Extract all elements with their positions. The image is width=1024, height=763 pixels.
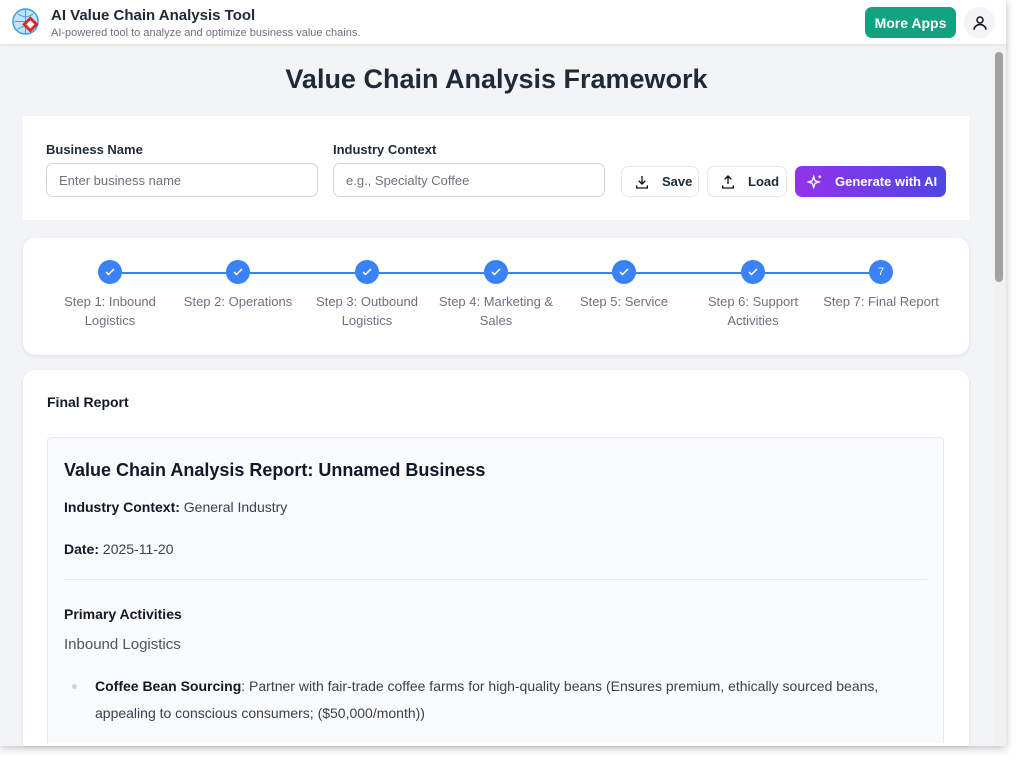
report-title: Value Chain Analysis Report: Unnamed Bus…	[64, 460, 486, 480]
scrollbar[interactable]	[993, 46, 1006, 746]
user-avatar-button[interactable]	[964, 7, 995, 38]
check-icon	[484, 260, 508, 284]
app-window: AI Value Chain Analysis Tool AI-powered …	[0, 0, 1006, 746]
more-apps-button[interactable]: More Apps	[865, 7, 956, 38]
logo-icon	[12, 8, 39, 35]
load-label: Load	[748, 174, 780, 189]
save-label: Save	[662, 174, 693, 189]
list-item: Coffee Bean Sourcing: Partner with fair-…	[72, 673, 927, 727]
industry-value: General Industry	[183, 499, 288, 515]
step-7[interactable]: 7 Step 7: Final Report	[817, 260, 945, 311]
page-title: Value Chain Analysis Framework	[285, 64, 708, 94]
final-report-card: Final Report Value Chain Analysis Report…	[23, 370, 969, 746]
sparkles-icon	[807, 174, 822, 189]
divider	[64, 579, 927, 580]
app-title: AI Value Chain Analysis Tool	[51, 7, 256, 24]
step-3[interactable]: Step 3: Outbound Logistics	[303, 260, 431, 330]
app-subtitle: AI-powered tool to analyze and optimize …	[51, 27, 361, 39]
user-icon	[972, 15, 987, 30]
step-label: Step 5: Service	[579, 294, 669, 309]
check-icon	[741, 260, 765, 284]
check-icon	[226, 260, 250, 284]
step-5[interactable]: Step 5: Service	[560, 260, 688, 311]
step-4[interactable]: Step 4: Marketing & Sales	[432, 260, 560, 330]
report-content: Value Chain Analysis Report: Unnamed Bus…	[47, 437, 944, 743]
card-title: Final Report	[47, 394, 129, 410]
section-heading: Primary Activities	[64, 606, 182, 622]
report-date: Date: 2025-11-20	[64, 541, 927, 557]
business-name-label: Business Name	[46, 142, 143, 157]
download-icon	[636, 175, 648, 189]
step-label: Step 7: Final Report	[823, 294, 939, 309]
subsection-heading: Inbound Logistics	[64, 636, 181, 653]
step-label: Step 2: Operations	[183, 294, 293, 309]
item-name: Coffee Bean Sourcing	[95, 678, 242, 694]
date-label: Date:	[64, 541, 100, 557]
scrollbar-thumb[interactable]	[995, 52, 1003, 282]
business-form: Business Name Industry Context Save Load…	[23, 116, 969, 220]
step-label: Step 4: Marketing & Sales	[438, 294, 554, 328]
app-header: AI Value Chain Analysis Tool AI-powered …	[0, 0, 1006, 45]
date-value: 2025-11-20	[102, 541, 174, 557]
check-icon	[98, 260, 122, 284]
step-label: Step 1: Inbound Logistics	[64, 294, 156, 328]
step-label: Step 3: Outbound Logistics	[316, 294, 418, 328]
generate-label: Generate with AI	[835, 174, 938, 189]
business-name-input[interactable]	[46, 163, 318, 197]
generate-with-ai-button[interactable]: Generate with AI	[795, 166, 946, 197]
industry-label: Industry Context:	[64, 499, 180, 515]
industry-context-label: Industry Context	[333, 142, 437, 157]
load-button[interactable]: Load	[707, 166, 787, 197]
step-1[interactable]: Step 1: Inbound Logistics	[46, 260, 174, 330]
upload-icon	[722, 174, 734, 189]
step-2[interactable]: Step 2: Operations	[174, 260, 302, 311]
step-6[interactable]: Step 6: Support Activities	[689, 260, 817, 330]
step-label: Step 6: Support Activities	[707, 294, 799, 328]
industry-context: Industry Context: General Industry	[64, 499, 927, 515]
step-number: 7	[869, 260, 893, 284]
check-icon	[612, 260, 636, 284]
step-progress: Step 1: Inbound Logistics Step 2: Operati…	[23, 238, 969, 355]
check-icon	[355, 260, 379, 284]
item-text: : Partner with fair-trade coffee farms f…	[95, 678, 879, 721]
industry-context-input[interactable]	[333, 163, 605, 197]
activity-list: Coffee Bean Sourcing: Partner with fair-…	[72, 673, 927, 727]
save-button[interactable]: Save	[621, 166, 699, 197]
